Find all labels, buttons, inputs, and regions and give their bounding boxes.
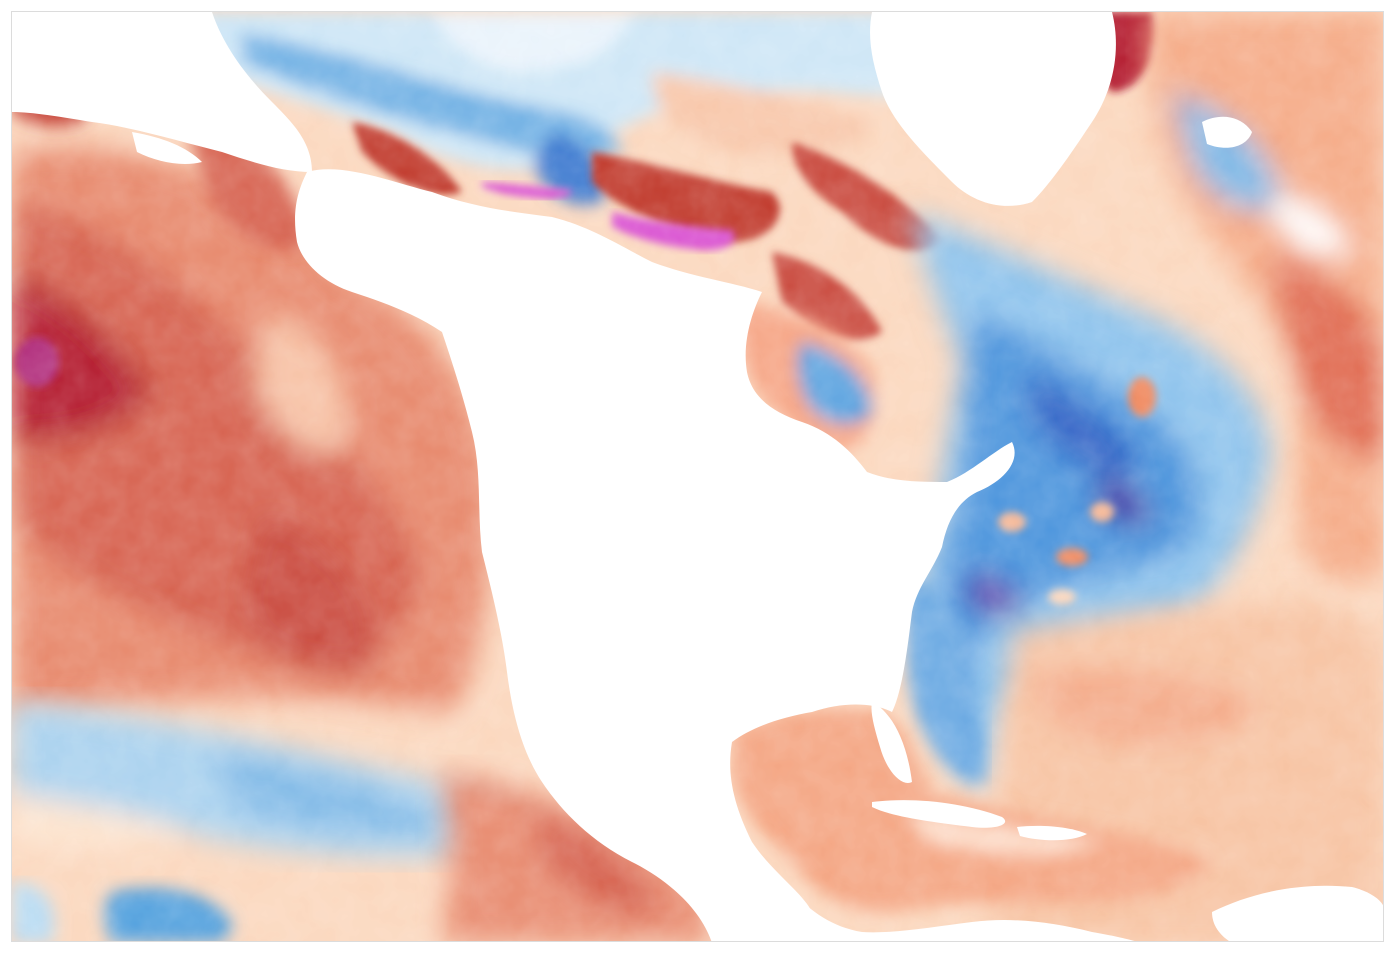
central-america-landmass	[792, 892, 1135, 941]
alaska-peninsula	[132, 132, 202, 164]
north-american-landmass	[295, 169, 1015, 941]
south-america-landmass	[1212, 885, 1383, 941]
greenland-landmass	[870, 12, 1116, 206]
cuba-landmass	[872, 800, 1006, 828]
florida-peninsula	[871, 702, 912, 783]
iceland-landmass	[1202, 116, 1252, 148]
map-canvas	[12, 12, 1383, 941]
sst-anomaly-map	[11, 11, 1384, 942]
hispaniola-landmass	[1017, 825, 1087, 841]
alaska-landmass	[12, 12, 312, 172]
